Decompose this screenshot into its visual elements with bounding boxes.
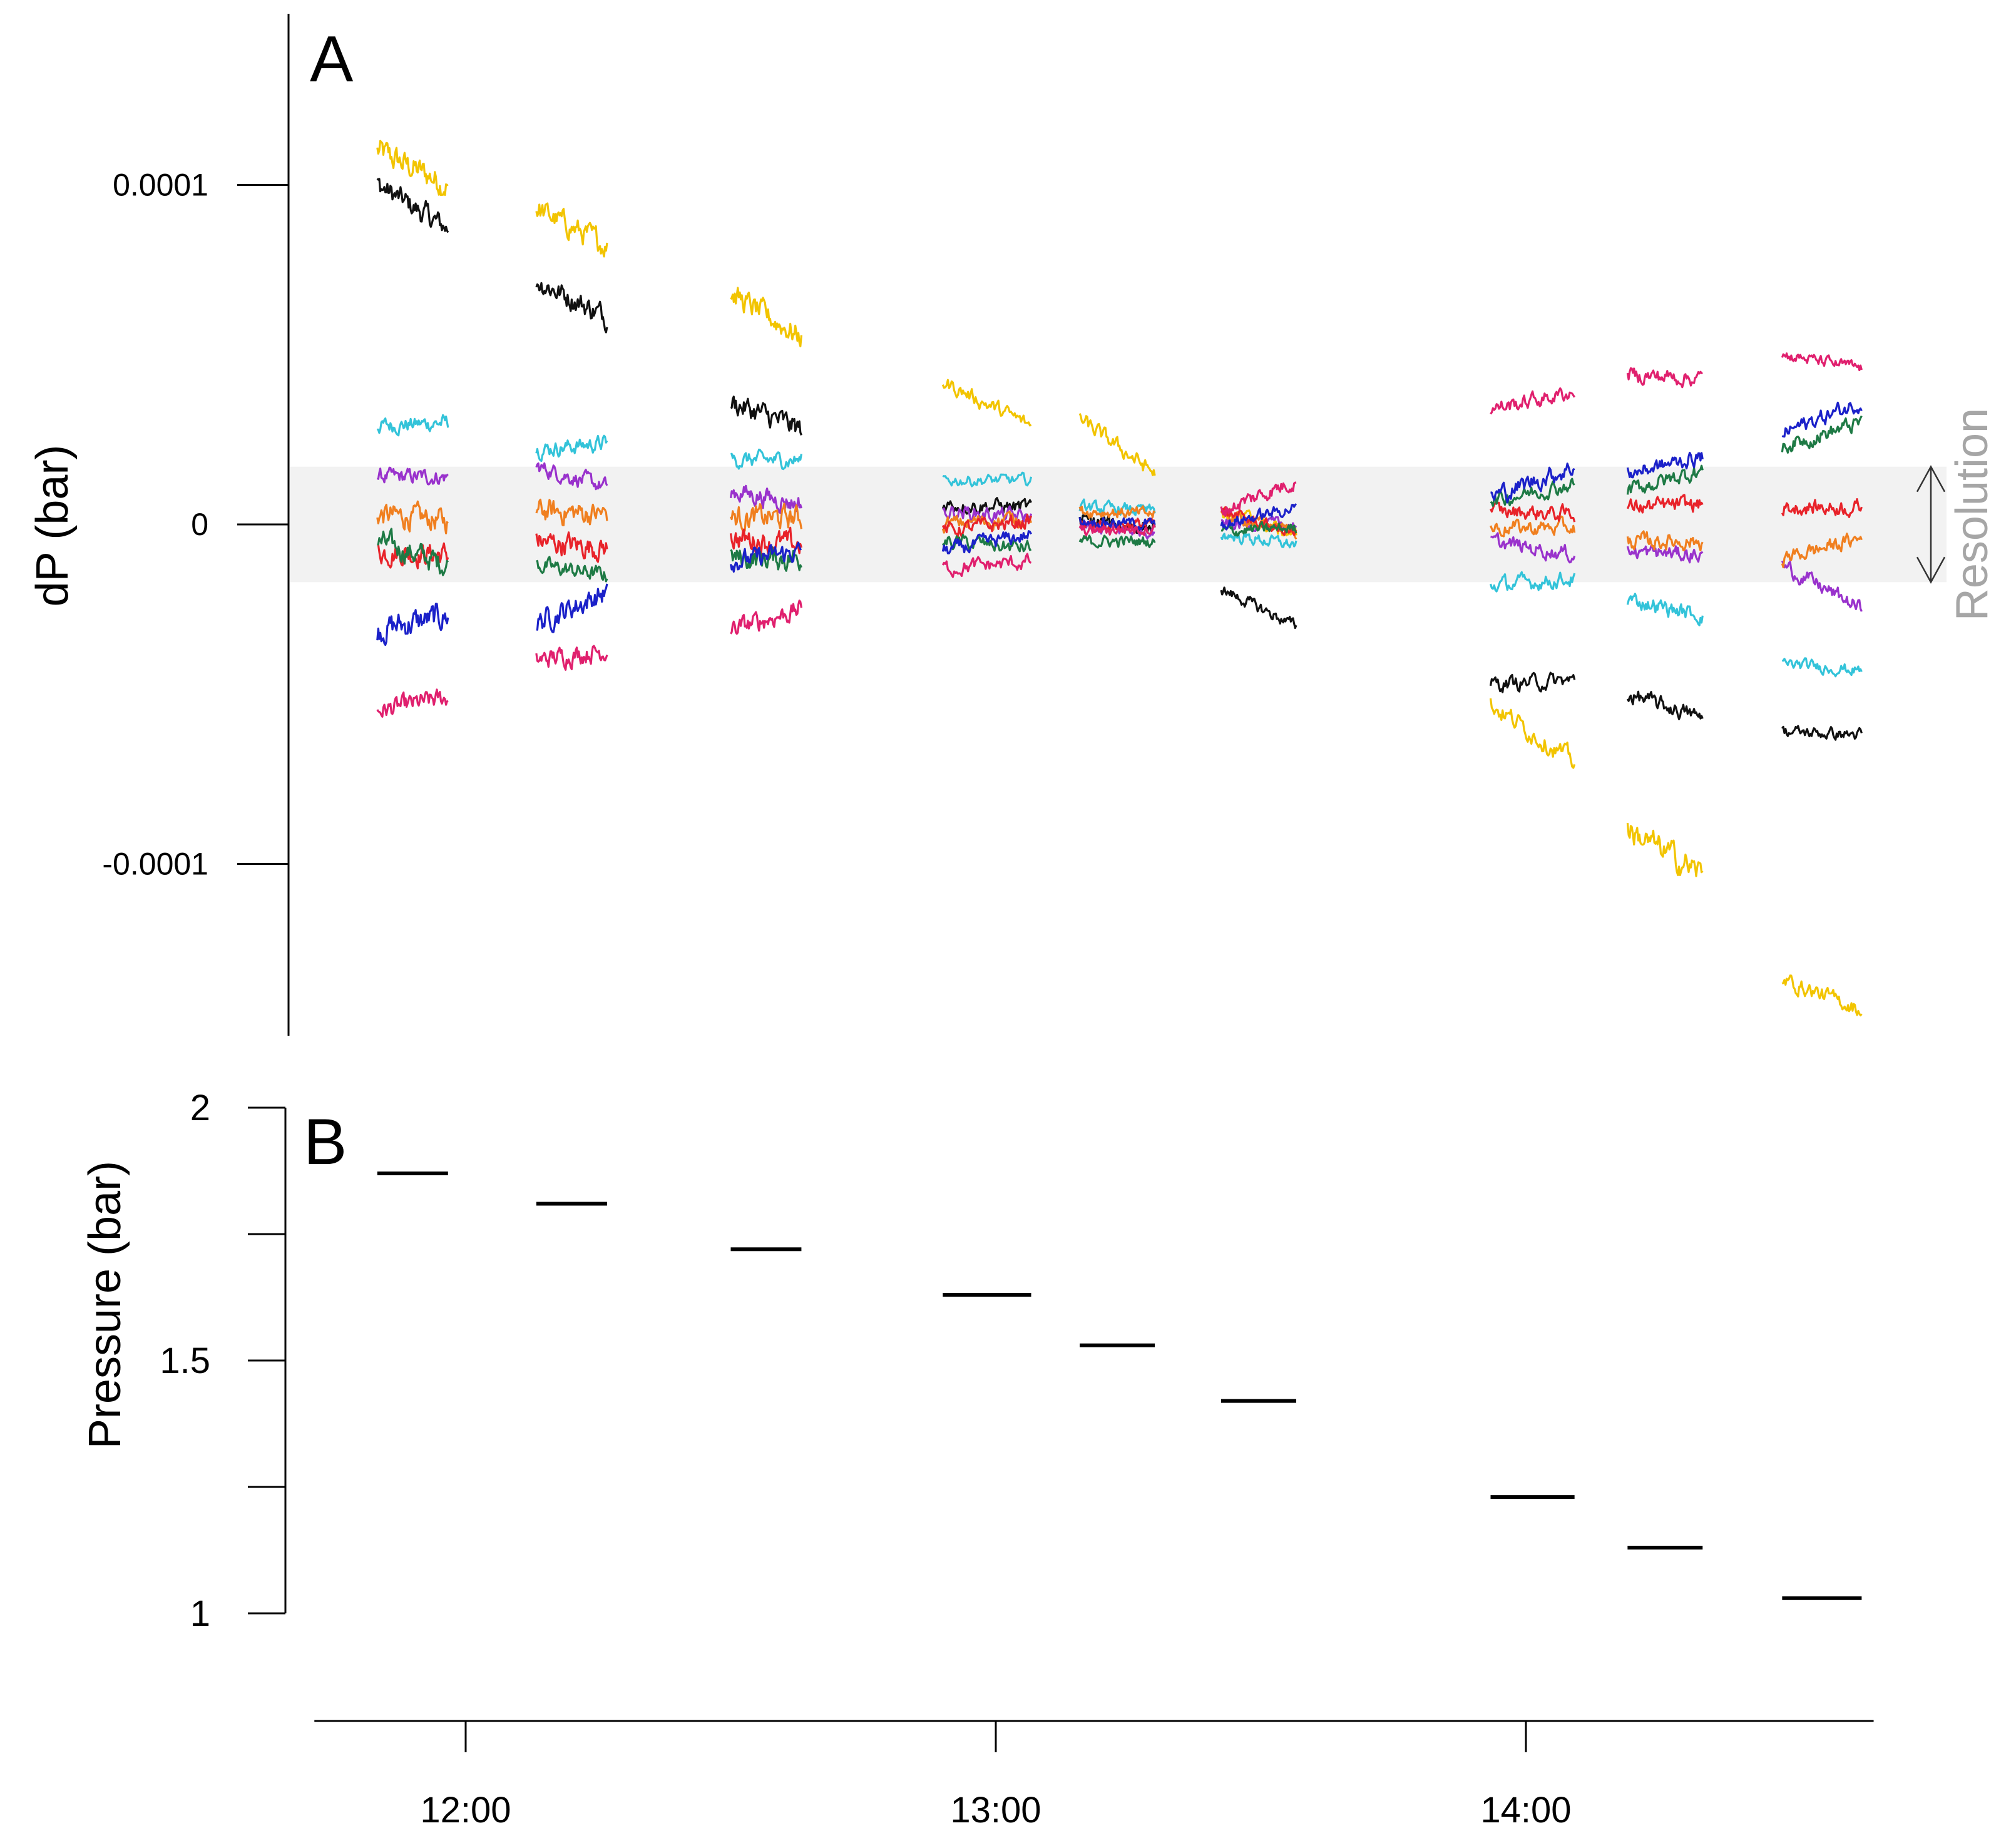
dp-trace-pink	[730, 600, 802, 635]
dp-trace-pink	[941, 553, 1032, 578]
dp-trace-purple	[1490, 532, 1576, 564]
panel-a-label: A	[310, 23, 354, 96]
dp-trace-pink	[535, 645, 608, 671]
dp-trace-purple	[376, 466, 449, 486]
panel-a-y-tick-label: 0	[191, 507, 208, 542]
panel-b-y-label: Pressure (bar)	[80, 1161, 130, 1449]
dp-trace-cyan	[535, 434, 608, 462]
dp-trace-blue	[729, 541, 802, 573]
dp-trace-purple	[729, 484, 802, 514]
resolution-label: Resolution	[1947, 408, 1997, 621]
panel-a-y-axis: 0.0001 0 -0.0001	[102, 14, 290, 1036]
dp-trace-yellow	[730, 287, 802, 348]
panel-b: 21.51 B Pressure (bar)	[80, 1088, 1862, 1634]
dp-trace-green	[1078, 534, 1156, 549]
dp-trace-purple	[1626, 544, 1704, 564]
dp-trace-red	[535, 531, 608, 563]
dp-trace-black	[535, 282, 608, 334]
time-axis-tick-label: 14:00	[1480, 1790, 1571, 1830]
dp-trace-black	[1626, 690, 1704, 720]
dp-trace-pink	[1078, 523, 1156, 537]
dp-trace-yellow	[1781, 974, 1863, 1017]
dp-trace-yellow	[1626, 822, 1704, 877]
dp-trace-pink	[1626, 367, 1703, 389]
resolution-arrow-head-bottom	[1916, 556, 1946, 584]
dp-trace-cyan	[730, 448, 802, 471]
panel-a-y-tick-label: 0.0001	[113, 168, 208, 203]
dp-trace-blue	[376, 603, 449, 646]
dp-trace-black	[1220, 586, 1297, 630]
dp-trace-pink	[1220, 481, 1297, 518]
dp-trace-orange	[1626, 530, 1704, 552]
resolution-marker	[1916, 465, 1946, 584]
panel-a: 0.0001 0 -0.0001 A dP (bar) Resolution	[28, 14, 1997, 1036]
panel-b-y-tick-label: 2	[190, 1088, 210, 1128]
dp-trace-cyan	[1220, 531, 1297, 549]
dp-trace-green	[377, 528, 449, 576]
dp-trace-cyan	[1781, 657, 1863, 678]
dp-trace-yellow	[941, 379, 1032, 427]
dp-trace-red	[1626, 494, 1704, 514]
dp-trace-blue	[1220, 503, 1297, 531]
dp-trace-yellow	[376, 140, 449, 197]
dp-trace-blue	[1781, 401, 1863, 438]
panel-b-y-tick-label: 1.5	[160, 1340, 210, 1381]
time-axis-tick-label: 13:00	[950, 1790, 1041, 1830]
dp-trace-black	[376, 178, 449, 233]
dp-trace-orange	[1078, 505, 1156, 519]
dp-trace-orange	[1781, 533, 1863, 569]
dp-trace-green	[535, 556, 608, 583]
time-axis: 12:00 13:00 14:00	[314, 1720, 1874, 1830]
dp-trace-blue	[1626, 451, 1704, 479]
panel-a-y-tick-label: -0.0001	[102, 847, 208, 882]
dp-trace-orange	[730, 503, 802, 533]
dp-trace-green	[1626, 464, 1704, 495]
dp-trace-cyan	[1626, 593, 1704, 626]
dp-trace-red	[1781, 498, 1863, 518]
dp-trace-cyan	[942, 471, 1033, 488]
dp-trace-red	[729, 526, 802, 556]
dp-trace-pink	[1781, 352, 1863, 372]
panel-b-y-axis: 21.51	[160, 1088, 287, 1634]
dp-trace-black	[730, 396, 802, 436]
dp-trace-pink	[376, 688, 449, 718]
dp-trace-orange	[376, 500, 449, 534]
dp-trace-green	[941, 534, 1032, 553]
dp-trace-green	[1490, 477, 1575, 508]
resolution-arrow-head-top	[1916, 465, 1946, 493]
dp-trace-cyan	[376, 414, 449, 437]
dp-trace-red	[1490, 501, 1576, 523]
dp-trace-blue	[1490, 462, 1575, 504]
dp-trace-orange	[1490, 515, 1576, 538]
dp-trace-pink	[1490, 387, 1576, 415]
dp-trace-blue	[941, 530, 1032, 554]
dp-trace-green	[1220, 521, 1297, 537]
dp-trace-yellow	[535, 202, 608, 258]
time-axis-tick-label: 12:00	[420, 1790, 511, 1830]
panel-a-y-label: dP (bar)	[28, 445, 78, 607]
panel-b-y-tick-label: 1	[190, 1593, 210, 1634]
pressure-segments	[377, 1172, 1862, 1600]
dp-trace-yellow	[1489, 698, 1576, 769]
dp-trace-purple	[535, 462, 608, 491]
panel-b-label: B	[304, 1106, 347, 1178]
dp-trace-red	[941, 513, 1033, 538]
dp-trace-blue	[536, 583, 608, 633]
dp-trace-orange	[535, 498, 608, 526]
dp-trace-cyan	[1489, 571, 1576, 593]
dp-traces	[376, 140, 1863, 1017]
dp-trace-green	[1781, 415, 1863, 454]
dp-trace-purple	[1781, 560, 1863, 612]
dp-trace-black	[1781, 725, 1863, 741]
dp-trace-yellow	[1078, 413, 1156, 476]
dp-trace-black	[1489, 671, 1576, 693]
